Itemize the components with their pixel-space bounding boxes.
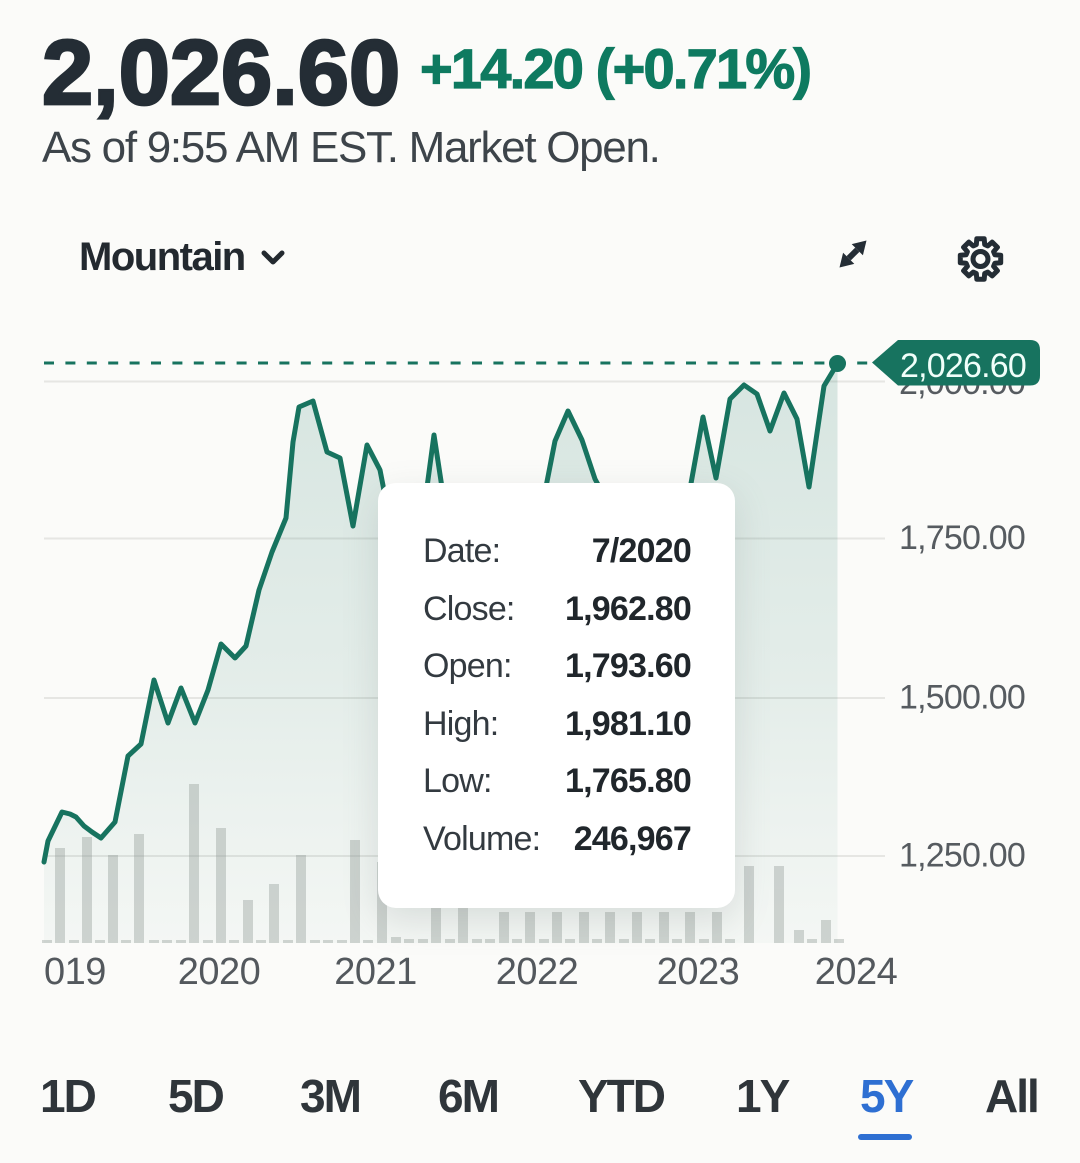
svg-text:019: 019 (44, 951, 106, 993)
svg-text:2021: 2021 (334, 951, 417, 993)
svg-text:2024: 2024 (815, 951, 898, 993)
svg-text:1,250.00: 1,250.00 (899, 837, 1025, 875)
svg-text:2023: 2023 (657, 951, 740, 993)
svg-text:2020: 2020 (178, 951, 261, 993)
svg-text:2022: 2022 (496, 951, 579, 993)
svg-text:2,026.60: 2,026.60 (900, 347, 1026, 385)
svg-text:1,750.00: 1,750.00 (899, 519, 1025, 557)
svg-text:1,500.00: 1,500.00 (899, 679, 1025, 717)
